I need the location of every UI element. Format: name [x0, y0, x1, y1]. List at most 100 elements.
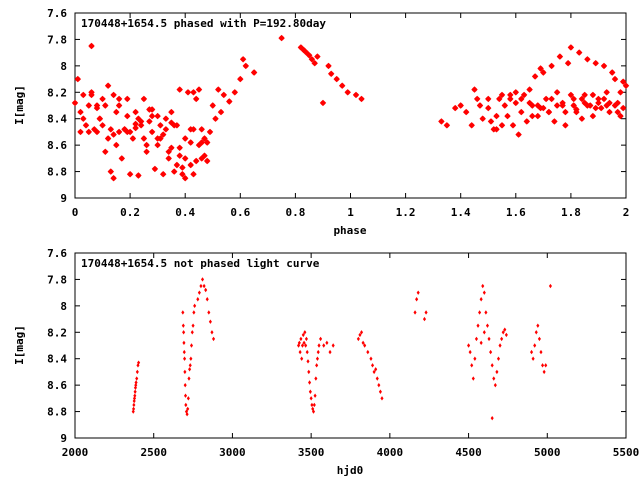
data-point — [496, 356, 501, 361]
data-point — [576, 49, 583, 56]
data-point — [359, 330, 364, 335]
data-point — [137, 360, 141, 365]
data-point — [190, 126, 197, 133]
data-point — [371, 363, 375, 368]
data-point — [496, 95, 503, 103]
data-point — [314, 376, 318, 381]
data-point — [184, 402, 188, 408]
data-point — [567, 44, 575, 51]
data-point — [452, 104, 459, 112]
data-point — [606, 108, 613, 116]
y-tick-label: 8.2 — [47, 326, 67, 339]
data-point — [140, 95, 148, 103]
x-tick-label: 3000 — [219, 446, 246, 459]
x-tick-label: 4500 — [455, 446, 482, 459]
data-point — [501, 330, 505, 335]
data-point — [132, 120, 139, 128]
data-point — [457, 102, 464, 109]
data-point — [308, 380, 312, 385]
data-point — [187, 161, 194, 169]
y-tick-label: 8.2 — [47, 86, 67, 99]
data-point — [132, 402, 136, 408]
data-point — [304, 336, 308, 342]
axis-ticks: 2000 2500 3000 3500 4000 4500 5000 5500 7.6 7.8 8 8… — [47, 247, 639, 459]
phased-light-curve-panel: 170448+1654.5 phased with P=192.80day ph… — [13, 7, 629, 237]
data-point — [556, 53, 564, 60]
data-point — [115, 95, 123, 103]
data-point — [512, 89, 519, 96]
data-point — [183, 393, 188, 398]
y-tick-label: 7.8 — [47, 273, 67, 286]
data-point — [595, 95, 602, 103]
data-point — [531, 356, 535, 361]
data-point — [380, 396, 384, 401]
data-point — [485, 104, 492, 112]
x-tick-label: 0.2 — [120, 206, 140, 219]
data-point — [467, 343, 471, 348]
data-point — [553, 102, 561, 109]
data-point — [493, 126, 500, 133]
data-point — [358, 95, 365, 103]
data-point — [115, 102, 123, 109]
data-point — [99, 95, 106, 103]
data-point — [204, 287, 208, 293]
data-point — [171, 168, 178, 175]
data-point — [567, 91, 575, 99]
y-tick-label: 8 — [60, 300, 67, 313]
data-point — [372, 369, 376, 375]
data-point — [438, 118, 445, 125]
data-point — [212, 115, 219, 122]
data-point — [374, 367, 378, 372]
x-axis-label: hjd0 — [337, 464, 364, 477]
data-point — [485, 323, 490, 328]
data-point — [504, 332, 508, 338]
x-tick-label: 2500 — [140, 446, 167, 459]
data-point — [303, 330, 307, 335]
data-point — [143, 141, 150, 149]
data-point — [415, 297, 419, 302]
data-point — [314, 53, 321, 60]
data-point — [375, 376, 379, 381]
data-point — [309, 396, 313, 401]
data-point — [137, 122, 145, 129]
data-point — [196, 297, 200, 302]
data-point — [315, 356, 319, 361]
data-point — [481, 283, 485, 289]
data-point — [133, 393, 137, 398]
data-point — [88, 91, 95, 99]
data-point — [307, 369, 311, 375]
data-point — [77, 108, 84, 116]
data-point — [80, 91, 87, 99]
data-point — [470, 363, 474, 368]
data-point — [183, 356, 187, 361]
data-point — [146, 118, 153, 125]
data-point — [115, 128, 123, 136]
data-point — [531, 73, 539, 80]
data-point — [306, 52, 313, 59]
data-point — [584, 56, 591, 63]
data-points — [131, 277, 552, 421]
data-point — [526, 86, 533, 93]
data-point — [135, 172, 142, 179]
data-point — [471, 376, 475, 381]
data-point — [176, 86, 183, 93]
data-point — [537, 104, 544, 112]
data-point — [133, 389, 137, 394]
data-point — [537, 65, 544, 72]
data-point — [132, 406, 136, 412]
data-point — [231, 89, 238, 96]
data-point — [553, 89, 561, 96]
data-point — [193, 95, 200, 103]
data-point — [308, 56, 316, 63]
data-point — [592, 60, 599, 67]
data-point — [482, 330, 486, 335]
data-point — [363, 343, 367, 348]
data-point — [189, 356, 193, 361]
data-point — [339, 82, 346, 89]
data-point — [148, 128, 156, 136]
data-point — [493, 112, 500, 120]
data-point — [542, 369, 546, 375]
data-point — [529, 112, 536, 120]
data-point — [165, 148, 172, 155]
data-point — [471, 86, 478, 93]
